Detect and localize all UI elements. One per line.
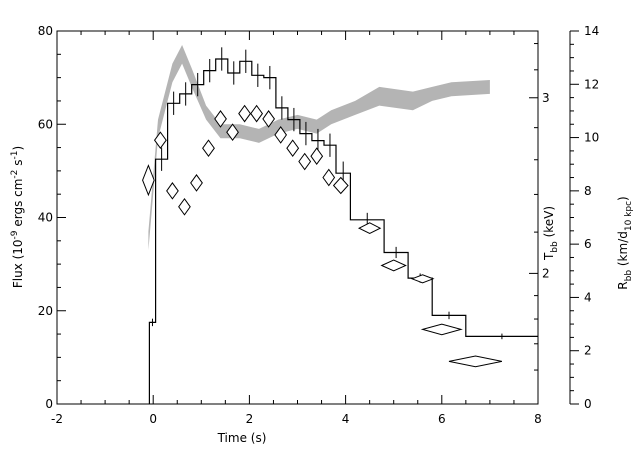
radius-point xyxy=(153,131,167,150)
radius-point xyxy=(238,104,252,123)
radius-tick-label: 2 xyxy=(584,344,592,358)
radius-point xyxy=(166,182,179,200)
radius-tick-label: 0 xyxy=(584,397,592,411)
flux-tick-label: 60 xyxy=(38,117,53,131)
radius-point xyxy=(410,274,435,284)
radius-point xyxy=(142,164,155,197)
radius-point xyxy=(214,110,227,128)
radius-point xyxy=(310,147,324,166)
flux-histogram-layer xyxy=(148,47,538,404)
radius-tick-label: 14 xyxy=(584,24,599,38)
flux-tick-label: 80 xyxy=(38,24,53,38)
flux-histogram-line xyxy=(148,58,538,404)
flux-tick-label: 40 xyxy=(38,211,53,225)
radius-tick-label: 8 xyxy=(584,184,592,198)
radius-markers-layer xyxy=(142,104,503,368)
radius-point xyxy=(286,139,300,158)
x-tick-label: 4 xyxy=(342,412,350,426)
x-tick-label: -2 xyxy=(51,412,63,426)
kt-band-layer xyxy=(148,45,490,251)
radius-point xyxy=(250,104,264,123)
radius-tick-label: 6 xyxy=(584,237,592,251)
x-tick-label: 6 xyxy=(438,412,446,426)
x-tick-label: 8 xyxy=(534,412,542,426)
radius-point xyxy=(178,197,191,216)
radius-point xyxy=(322,168,336,187)
kt-tick-label: 3 xyxy=(542,91,550,105)
radius-point xyxy=(332,176,349,195)
kt-tick-label: 2 xyxy=(542,266,550,280)
radius-point xyxy=(226,123,239,142)
x-axis-title: Time (s) xyxy=(217,431,267,445)
kt-axis-title: Tbb (keV) xyxy=(542,206,560,261)
radius-point xyxy=(420,323,463,336)
radius-point xyxy=(274,126,288,144)
radius-point xyxy=(262,110,276,128)
radius-point xyxy=(190,174,203,192)
x-tick-label: 0 xyxy=(149,412,157,426)
radius-axis-title: Rbb (km/d10 kpc) xyxy=(616,196,634,289)
flux-axis-title: Flux (10-9 ergs cm-2 s-1) xyxy=(10,146,25,288)
radius-point xyxy=(202,139,215,158)
radius-point xyxy=(380,259,407,272)
radius-point xyxy=(448,355,503,368)
radius-point xyxy=(357,222,382,235)
radius-tick-label: 4 xyxy=(584,290,592,304)
radius-tick-label: 10 xyxy=(584,131,599,145)
flux-tick-label: 20 xyxy=(38,304,53,318)
flux-tick-label: 0 xyxy=(45,397,53,411)
radius-point xyxy=(298,152,312,171)
x-tick-label: 2 xyxy=(246,412,254,426)
kt-band xyxy=(148,45,490,251)
radius-tick-label: 12 xyxy=(584,77,599,91)
